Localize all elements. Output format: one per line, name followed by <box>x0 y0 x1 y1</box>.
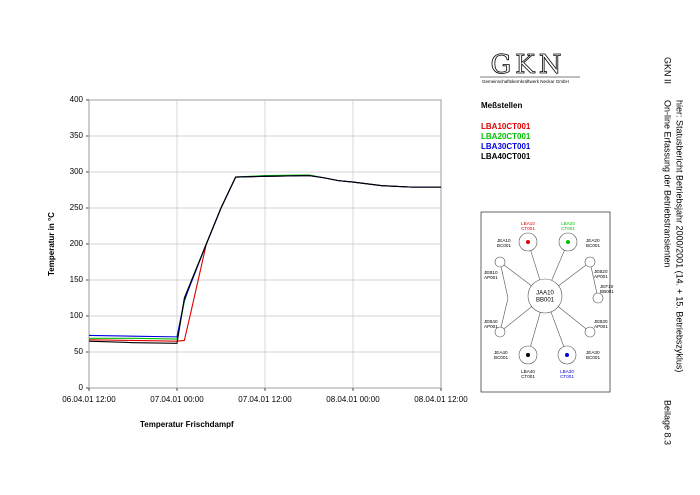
node-label: JEF10 <box>600 284 614 289</box>
node-label: JEA40 <box>494 350 508 355</box>
x-tick-label: 07.04.01 00:00 <box>150 395 204 404</box>
node-label: BC001 <box>586 355 600 360</box>
node-label: JEA20 <box>586 238 600 243</box>
header: GKN II On-line Erfassung der Betriebstra… <box>663 57 685 445</box>
sensor-dot <box>566 240 570 244</box>
y-tick-label: 350 <box>70 131 84 140</box>
legend-title: Meßstellen <box>481 101 522 110</box>
node-label: CT001 <box>521 374 535 379</box>
center-node <box>527 278 563 314</box>
node-label: JEB10 <box>484 270 498 275</box>
node-label: CT001 <box>521 226 535 231</box>
y-tick-label: 250 <box>70 203 84 212</box>
y-axis-label: Temperatur in °C <box>47 212 56 276</box>
x-tick-label: 06.04.01 12:00 <box>62 395 116 404</box>
diagram-frame <box>480 211 611 393</box>
logo-subtitle: Gemeinschaftskernkraftwerk Neckar GmbH <box>482 79 569 84</box>
appendix: Beilage 8.3 <box>663 400 673 445</box>
report-title: On-line Erfassung der Betriebstransiente… <box>663 100 673 268</box>
node <box>584 256 596 268</box>
node <box>494 256 506 268</box>
node-label: BC001 <box>586 243 600 248</box>
x-tick-label: 08.04.01 00:00 <box>326 395 380 404</box>
node-label: JEA10 <box>497 238 511 243</box>
sensor-dot <box>565 353 569 357</box>
node-label: AP001 <box>484 275 498 280</box>
y-tick-label: 150 <box>70 275 84 284</box>
legend-entry: LBA10CT001 <box>481 122 531 131</box>
node-label: LBA20 <box>561 221 575 226</box>
node <box>494 326 506 338</box>
logo: GKN Gemeinschaftskernkraftwerk Neckar Gm… <box>480 50 580 84</box>
x-axis-label: Temperatur Frischdampf <box>140 420 234 429</box>
node-label: BC001 <box>494 355 508 360</box>
node-label: BC001 <box>497 243 511 248</box>
node-label: JEB30 <box>594 319 608 324</box>
y-tick-label: 0 <box>79 383 84 392</box>
legend-entry: LBA30CT001 <box>481 142 531 151</box>
y-tick-label: 100 <box>70 311 84 320</box>
node-label: CT001 <box>561 226 575 231</box>
legend-entry: LBA40CT001 <box>481 152 531 161</box>
x-tick-label: 07.04.01 12:00 <box>238 395 292 404</box>
y-tick-label: 400 <box>70 95 84 104</box>
node-label: LBA30 <box>560 369 574 374</box>
node-label: JEB40 <box>484 319 498 324</box>
report-subtitle: hier: Statusbericht Betriebsjahr 2000/20… <box>675 100 685 372</box>
node-label: AP001 <box>594 274 608 279</box>
node-label: AP001 <box>594 324 608 329</box>
center-label: JAA10 <box>536 291 554 297</box>
node-label: BB001 <box>600 289 614 294</box>
sensor-dot <box>526 353 530 357</box>
node <box>584 326 596 338</box>
x-tick-label: 08.04.01 12:00 <box>414 395 468 404</box>
center-label: BB001 <box>536 298 555 304</box>
node-label: AP001 <box>484 324 498 329</box>
series-line <box>88 175 441 344</box>
logo-name: GKN <box>491 50 566 80</box>
node <box>592 292 604 304</box>
sensor-dot <box>526 240 530 244</box>
node-label: JEB20 <box>594 269 608 274</box>
node-label: JEA30 <box>586 350 600 355</box>
y-tick-label: 200 <box>70 239 84 248</box>
y-tick-label: 300 <box>70 167 84 176</box>
diagram: JAA10BB001LBA10CT001LBA20CT001JEA10BC001… <box>480 211 614 393</box>
node-label: LBA10 <box>521 221 535 226</box>
node-label: LBA40 <box>521 369 535 374</box>
legend-entry: LBA20CT001 <box>481 132 531 141</box>
node-label: CT001 <box>560 374 574 379</box>
pipes <box>499 241 599 356</box>
y-tick-label: 50 <box>74 347 83 356</box>
plant: GKN II <box>663 57 673 84</box>
